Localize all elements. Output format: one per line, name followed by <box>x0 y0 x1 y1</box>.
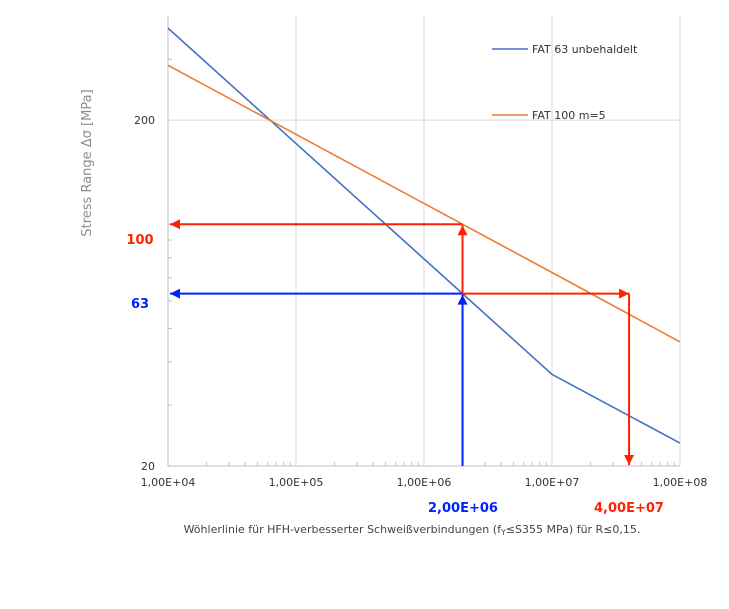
series-layer <box>167 27 681 444</box>
y-tick-label: 20 <box>141 460 155 473</box>
series-line-0 <box>167 27 681 444</box>
red-arrow-up-head <box>457 225 468 236</box>
red-arrow-right-head <box>619 288 630 299</box>
y-axis-label: Stress Range Δσ [MPa] <box>80 89 95 236</box>
blue-arrow-left-head <box>170 288 180 299</box>
chart-caption: Wöhlerlinie für HFH-verbesserter Schweiß… <box>184 523 641 537</box>
caption-subscript: Y <box>500 528 506 537</box>
x-tick-label: 1,00E+04 <box>141 476 196 489</box>
red-arrow-down-head <box>624 455 635 465</box>
x-tick-label: 1,00E+05 <box>269 476 324 489</box>
arrows <box>170 219 635 466</box>
grid <box>168 16 681 466</box>
x-tick-label: 1,00E+06 <box>397 476 452 489</box>
axes: 1,00E+04 1,00E+05 1,00E+06 1,00E+07 1,00E+08… <box>134 16 707 489</box>
red-arrow-left-head <box>170 219 180 230</box>
blue-arrow-up-head <box>457 294 468 305</box>
x-tick-label: 1,00E+07 <box>525 476 580 489</box>
series-line-1 <box>167 64 681 343</box>
caption-part-2: ≤S355 MPa) für R≤0,15. <box>506 523 641 536</box>
y-tick-label: 200 <box>134 114 155 127</box>
highlight-label-63: 63 <box>131 297 149 312</box>
highlight-label-4e7: 4,00E+07 <box>594 501 664 516</box>
caption-part-1: Wöhlerlinie für HFH-verbesserter Schweiß… <box>184 523 502 536</box>
legend: FAT 63 unbehaldelt FAT 100 m=5 <box>492 43 638 122</box>
highlight-label-2e6: 2,00E+06 <box>428 501 498 516</box>
highlight-label-100: 100 <box>126 233 153 248</box>
x-tick-label: 1,00E+08 <box>653 476 708 489</box>
legend-label-fat63: FAT 63 unbehaldelt <box>532 43 638 56</box>
legend-label-fat100: FAT 100 m=5 <box>532 109 606 122</box>
